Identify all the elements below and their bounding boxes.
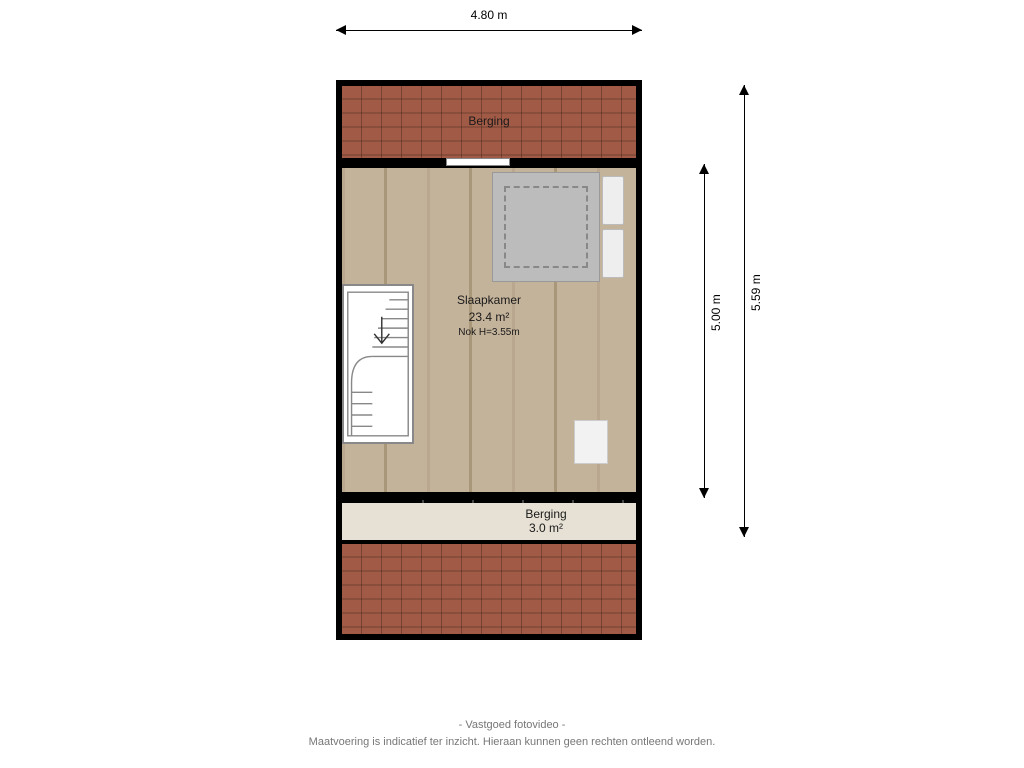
bed-pillows bbox=[602, 176, 624, 278]
footer: - Vastgoed fotovideo - Maatvoering is in… bbox=[0, 717, 1024, 750]
roof-bottom bbox=[342, 544, 636, 634]
bed-blanket bbox=[504, 186, 588, 268]
berging-bottom-label: Berging bbox=[476, 507, 616, 521]
plan-outline: Berging bbox=[336, 80, 642, 640]
slaapkamer-ridge: Nok H=3.55m bbox=[342, 326, 636, 340]
floorplan-canvas: 4.80 m 5.00 m 5.59 m Berging bbox=[0, 0, 1024, 768]
room-slaapkamer: Slaapkamer 23.4 m² Nok H=3.55m bbox=[342, 164, 636, 496]
dimension-outer-height: 5.59 m bbox=[724, 85, 764, 537]
slaapkamer-label: Slaapkamer bbox=[342, 292, 636, 309]
footer-line2: Maatvoering is indicatief ter inzicht. H… bbox=[0, 734, 1024, 751]
dimension-inner-height: 5.00 m bbox=[684, 164, 724, 498]
berging-top-label: Berging bbox=[342, 114, 636, 128]
bed bbox=[492, 172, 624, 282]
skylight bbox=[446, 158, 510, 166]
berging-bottom-text: Berging 3.0 m² bbox=[476, 507, 616, 536]
berging-bottom-area: 3.0 m² bbox=[476, 521, 616, 535]
room-berging-bottom: Berging 3.0 m² bbox=[342, 500, 636, 540]
dimension-width: 4.80 m bbox=[336, 0, 642, 40]
footer-line1: - Vastgoed fotovideo - bbox=[0, 717, 1024, 734]
small-cabinet bbox=[574, 420, 608, 464]
dimension-inner-height-label: 5.00 m bbox=[709, 294, 723, 331]
slaapkamer-text: Slaapkamer 23.4 m² Nok H=3.55m bbox=[342, 292, 636, 340]
roof-top: Berging bbox=[342, 86, 636, 158]
closet-doors bbox=[422, 500, 630, 503]
slaapkamer-area: 23.4 m² bbox=[342, 309, 636, 326]
dimension-outer-height-label: 5.59 m bbox=[749, 274, 763, 311]
dimension-width-label: 4.80 m bbox=[336, 8, 642, 22]
